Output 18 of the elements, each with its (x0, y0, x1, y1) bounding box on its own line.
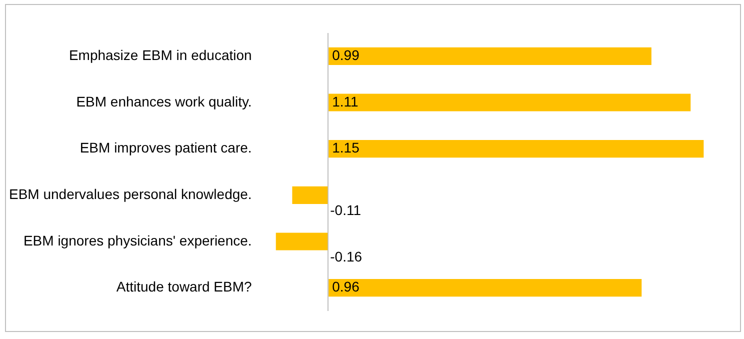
y-tick-label: Emphasize EBM in education (68, 47, 252, 64)
bar (328, 94, 691, 112)
data-label: 0.96 (332, 278, 360, 295)
y-tick-label: EBM ignores physicians' experience. (23, 232, 252, 248)
y-tick-label: EBM undervalues personal knowledge. (9, 186, 252, 202)
bar (328, 140, 704, 158)
bar (276, 232, 328, 250)
y-tick-label: EBM enhances work quality. (76, 93, 252, 110)
data-label: 1.15 (332, 140, 360, 156)
bar (292, 186, 328, 204)
data-label: -0.16 (330, 248, 362, 264)
data-label: -0.11 (330, 202, 362, 218)
data-label: 1.11 (332, 93, 359, 110)
bar (328, 279, 642, 297)
data-label: 0.99 (332, 47, 360, 64)
bar (328, 47, 652, 65)
y-tick-label: EBM improves patient care. (80, 140, 252, 156)
y-tick-label: Attitude toward EBM? (116, 278, 252, 295)
